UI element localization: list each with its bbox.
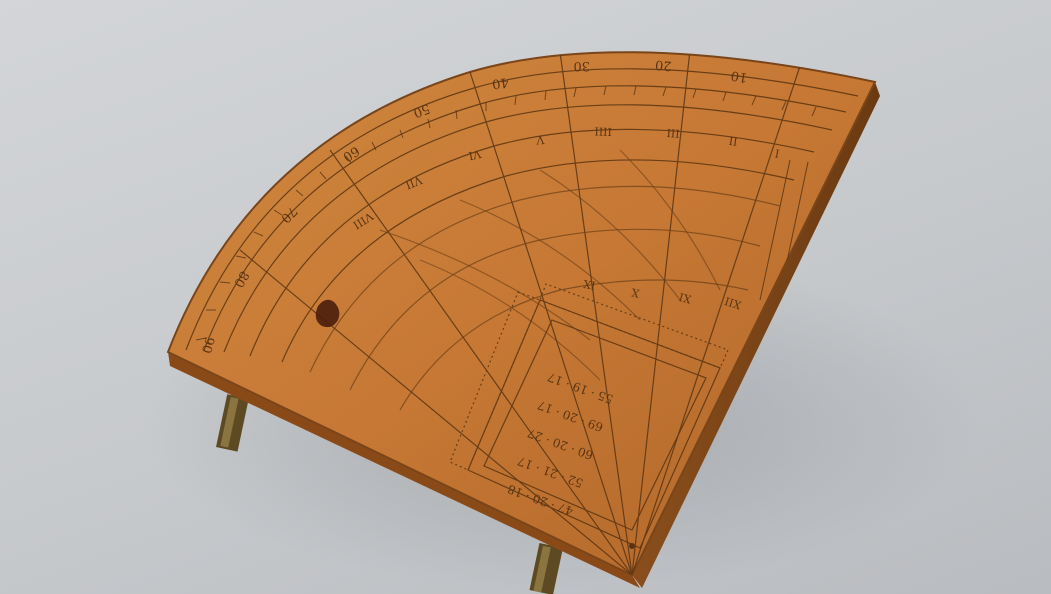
quadrant-bottom-edge	[168, 352, 640, 588]
limb-ticks	[195, 85, 817, 341]
outer-scale-labels: 10 20 30 40 50 60 70 80 90	[198, 57, 749, 355]
hour-labels: I II III IIII V VI VII VIII IX X XI XII	[351, 124, 781, 311]
quadrant-edge	[632, 82, 880, 588]
scale-label: 50	[411, 100, 432, 120]
hour-label: IX	[582, 277, 596, 292]
scale-label: 10	[730, 67, 749, 85]
scale-label: 80	[230, 268, 251, 290]
hour-label: VI	[467, 147, 483, 162]
hour-label: X	[630, 285, 641, 299]
scale-label: 60	[340, 143, 362, 164]
ink-stain	[315, 299, 340, 328]
apex-mark	[629, 543, 635, 549]
hour-label: XII	[723, 294, 743, 311]
brass-pins	[216, 394, 563, 594]
hour-label: III	[666, 126, 680, 140]
hour-label: VII	[403, 173, 424, 192]
engraved-scales	[185, 52, 859, 576]
scale-label: 30	[573, 58, 590, 73]
hour-label: XI	[678, 290, 693, 306]
scale-label: 20	[655, 57, 673, 73]
hour-label: V	[535, 133, 546, 147]
hour-label: II	[728, 134, 738, 148]
scale-label: 40	[491, 74, 509, 91]
hour-label: IIII	[594, 124, 612, 138]
scale-label: 90	[198, 335, 217, 355]
hour-label: I	[774, 146, 781, 160]
